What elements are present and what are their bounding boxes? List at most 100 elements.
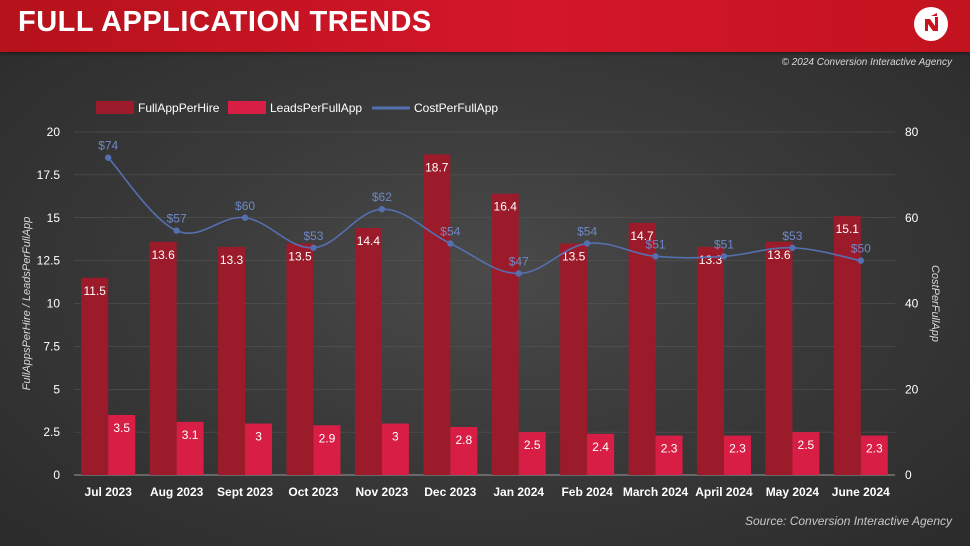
bar-leads-per-full-app	[313, 425, 341, 475]
bar-leads-per-full-app	[108, 414, 136, 475]
y-left-axis-title: FullAppsPerHire / LeadsPerFullApp	[21, 217, 33, 391]
data-label-leads-per-full-app: 2.8	[455, 433, 472, 447]
brand-logo-mark	[925, 13, 938, 31]
x-tick-label: March 2024	[623, 485, 689, 499]
bar-leads-per-full-app	[655, 435, 683, 475]
y-left-tick-label: 15	[47, 211, 61, 225]
legend-label: CostPerFullApp	[414, 101, 498, 115]
y-left-tick-label: 0	[53, 468, 60, 482]
data-label-full-app-per-hire: 14.7	[630, 229, 654, 243]
bar-full-app-per-hire	[560, 243, 588, 475]
bar-leads-per-full-app	[176, 421, 204, 475]
cost-data-label: $51	[714, 237, 734, 251]
bar-full-app-per-hire	[286, 243, 314, 475]
title-bar: FULL APPLICATION TRENDS	[0, 0, 970, 52]
cost-point	[652, 253, 659, 260]
bar-full-app-per-hire	[491, 193, 519, 476]
cost-point	[173, 227, 180, 234]
bar-full-app-per-hire	[696, 246, 724, 475]
x-tick-label: Sept 2023	[217, 485, 273, 499]
bar-leads-per-full-app	[792, 432, 820, 475]
cost-point	[241, 214, 249, 221]
x-tick-label: April 2024	[695, 485, 753, 499]
cost-point	[583, 240, 591, 247]
x-tick-label: May 2024	[766, 485, 820, 499]
y-left-tick-label: 12.5	[37, 254, 61, 268]
y-left-tick-label: 5	[53, 382, 60, 396]
data-label-full-app-per-hire: 13.6	[767, 248, 791, 262]
y-left-tick-label: 2.5	[43, 425, 60, 439]
bar-full-app-per-hire	[218, 246, 246, 475]
data-label-full-app-per-hire: 13.6	[151, 248, 175, 262]
data-label-full-app-per-hire: 13.5	[562, 249, 586, 263]
bar-leads-per-full-app	[381, 423, 409, 475]
bars: 11.5 3.5 13.6 3.1 13.3 3 13.5 2.9 14.4 3 18.7 2.8 16…	[81, 154, 888, 476]
bar-full-app-per-hire	[423, 154, 451, 476]
data-label-leads-per-full-app: 3	[255, 430, 262, 444]
x-tick-label: Nov 2023	[356, 485, 409, 499]
cost-data-label: $57	[167, 212, 187, 226]
copyright-text: © 2024 Conversion Interactive Agency	[781, 57, 952, 68]
x-tick-label: Jul 2023	[85, 485, 133, 499]
cost-data-label: $54	[577, 224, 597, 238]
cost-point	[447, 240, 454, 247]
cost-data-label: $60	[235, 199, 255, 213]
cost-point	[378, 205, 386, 213]
cost-point	[310, 244, 317, 251]
bar-leads-per-full-app	[245, 423, 273, 475]
data-label-leads-per-full-app: 2.5	[524, 438, 541, 452]
data-label-full-app-per-hire: 13.3	[699, 253, 723, 267]
bar-full-app-per-hire	[765, 241, 793, 475]
data-label-leads-per-full-app: 2.3	[866, 442, 883, 456]
data-label-full-app-per-hire: 16.4	[494, 200, 518, 214]
cost-point	[720, 253, 728, 260]
x-tick-label: Aug 2023	[150, 485, 204, 499]
bar-full-app-per-hire	[81, 277, 109, 475]
data-label-leads-per-full-app: 2.3	[661, 442, 678, 456]
y-right-tick-label: 20	[905, 382, 919, 396]
data-label-leads-per-full-app: 2.4	[592, 440, 609, 454]
y-right-tick-label: 0	[905, 468, 912, 482]
legend: FullAppPerHire LeadsPerFullApp CostPerFull…	[96, 101, 498, 115]
cost-point	[105, 154, 112, 161]
data-label-leads-per-full-app: 3.5	[113, 421, 130, 435]
data-label-leads-per-full-app: 3.1	[182, 428, 199, 442]
legend-swatch	[96, 101, 134, 114]
data-label-full-app-per-hire: 13.5	[288, 249, 312, 263]
source-text: Source: Conversion Interactive Agency	[745, 514, 952, 528]
data-label-full-app-per-hire: 13.3	[220, 253, 244, 267]
data-label-full-app-per-hire: 11.5	[83, 284, 106, 298]
axes: 0 2.5 5 7.5 10 12.5 15 17.5 20 0 20 40 60 80 FullAppsP…	[21, 125, 941, 499]
cost-data-label: $47	[509, 254, 529, 268]
data-label-full-app-per-hire: 15.1	[836, 222, 860, 236]
page-title: FULL APPLICATION TRENDS	[18, 6, 432, 38]
cost-data-label: $74	[98, 139, 118, 153]
x-tick-label: Oct 2023	[288, 485, 338, 499]
data-label-leads-per-full-app: 2.3	[729, 442, 746, 456]
bar-leads-per-full-app	[587, 433, 615, 475]
bar-leads-per-full-app	[518, 432, 546, 475]
bar-full-app-per-hire	[628, 222, 656, 475]
cost-data-label: $54	[440, 224, 460, 238]
cost-data-label: $50	[851, 242, 871, 256]
cost-point	[789, 244, 796, 251]
x-tick-label: Jan 2024	[493, 485, 544, 499]
y-left-tick-label: 10	[47, 297, 61, 311]
data-label-leads-per-full-app: 3	[392, 430, 399, 444]
bar-leads-per-full-app	[450, 426, 478, 475]
cost-data-label: $53	[303, 229, 323, 243]
cost-data-label: $51	[646, 237, 666, 251]
y-left-tick-label: 17.5	[37, 168, 61, 182]
y-left-tick-label: 7.5	[43, 339, 60, 353]
cost-data-label: $53	[782, 229, 802, 243]
y-right-axis-title: CostPerFullApp	[929, 265, 941, 342]
bar-leads-per-full-app	[860, 435, 888, 475]
bar-full-app-per-hire	[149, 241, 177, 475]
legend-swatch	[228, 101, 266, 114]
y-right-tick-label: 80	[905, 125, 919, 139]
data-label-leads-per-full-app: 2.5	[798, 438, 815, 452]
data-label-full-app-per-hire: 14.4	[357, 234, 381, 248]
legend-label: FullAppPerHire	[138, 101, 220, 115]
x-tick-label: Dec 2023	[424, 485, 476, 499]
